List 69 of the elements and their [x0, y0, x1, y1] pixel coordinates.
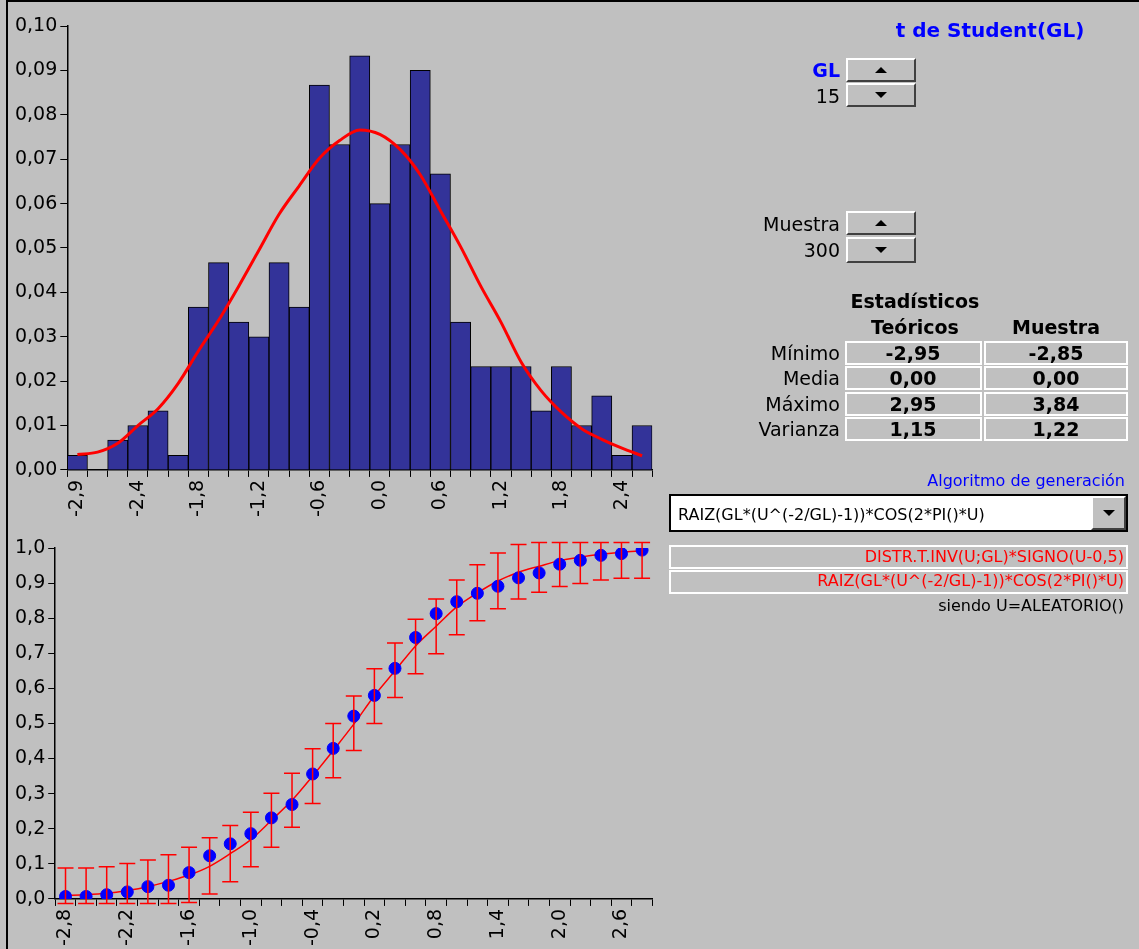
y-tick-label: 0,4	[15, 745, 46, 768]
text: Estadísticos	[849, 288, 981, 314]
x-tick-label: 1,8	[548, 479, 571, 511]
text: t de Student(GL)	[894, 18, 1086, 42]
x-tick-label: 2,4	[608, 479, 631, 511]
x-tick-label: 2,0	[546, 908, 569, 940]
y-tick-label: 0,10	[14, 12, 58, 35]
text: Teóricos	[871, 315, 959, 338]
x-tick-label: 0,0	[366, 479, 389, 511]
text: RAIZ(GL*(U^(-2/GL)-1))*COS(2*PI()*U)	[678, 504, 986, 526]
text: 2,95	[889, 392, 937, 415]
y-tick-label: 0,5	[15, 710, 46, 733]
x-tick-label: -0,4	[299, 908, 322, 947]
x-tick-label: 2,6	[608, 908, 631, 940]
x-tick-label: -1,0	[237, 908, 260, 947]
x-tick-label: -0,6	[306, 479, 329, 518]
y-tick-label: 0,09	[14, 57, 58, 80]
x-tick-label: -1,2	[245, 479, 268, 518]
text: siendo U=ALEATORIO()	[937, 595, 1124, 617]
text: 15	[814, 83, 840, 109]
x-tick-label: -2,9	[64, 479, 87, 518]
y-tick-label: 0,6	[15, 675, 46, 698]
y-tick-label: 1,0	[15, 534, 46, 557]
text: 1,15	[889, 417, 937, 440]
text: Mínimo	[769, 340, 840, 366]
x-tick-label: -2,4	[124, 479, 147, 518]
x-tick-label: 1,4	[484, 908, 507, 940]
text: Algoritmo de generación	[926, 470, 1125, 492]
text: 3,84	[1032, 392, 1080, 415]
y-tick-label: 0,1	[15, 850, 46, 873]
text: GL	[811, 57, 840, 83]
x-tick-label: -2,8	[52, 908, 75, 947]
text: Muestra	[762, 211, 840, 237]
y-tick-label: 0,00	[14, 456, 58, 479]
y-tick-label: 0,7	[15, 640, 46, 663]
text: Media	[781, 365, 840, 391]
y-tick-label: 0,9	[15, 570, 46, 593]
text: 0,00	[1032, 366, 1080, 389]
y-tick-label: 0,01	[14, 412, 58, 435]
y-tick-label: 0,05	[14, 234, 58, 257]
y-tick-label: 0,0	[15, 885, 46, 908]
text: DISTR.T.INV(U;GL)*SIGNO(U-0,5)	[863, 546, 1124, 568]
y-tick-label: 0,04	[14, 279, 58, 302]
text: RAIZ(GL*(U^(-2/GL)-1))*COS(2*PI()*U)	[816, 570, 1124, 592]
y-tick-label: 0,06	[14, 190, 58, 213]
x-tick-label: 0,2	[361, 908, 384, 940]
text: 300	[802, 237, 840, 263]
y-tick-label: 0,07	[14, 146, 58, 169]
x-tick-label: -1,8	[185, 479, 208, 518]
text: Muestra	[1012, 315, 1100, 338]
text: -2,85	[1028, 341, 1084, 364]
y-tick-label: 0,03	[14, 323, 58, 346]
y-tick-label: 0,08	[14, 101, 58, 124]
y-tick-label: 0,02	[14, 368, 58, 391]
x-tick-label: -2,2	[114, 908, 137, 947]
text: 1,22	[1032, 417, 1080, 440]
y-tick-label: 0,3	[15, 780, 46, 803]
y-tick-label: 0,2	[15, 815, 46, 838]
text: Máximo	[764, 391, 840, 417]
line-series	[75, 128, 644, 458]
x-tick-label: 0,8	[423, 908, 446, 940]
y-tick-label: 0,8	[15, 605, 46, 628]
x-tick-label: -1,6	[176, 908, 198, 947]
x-tick-label: 0,6	[427, 479, 450, 511]
x-tick-label: 1,2	[487, 479, 510, 511]
text: 0,00	[889, 366, 937, 389]
point	[100, 888, 114, 899]
text: Varianza	[757, 416, 840, 442]
text: -2,95	[885, 341, 941, 364]
